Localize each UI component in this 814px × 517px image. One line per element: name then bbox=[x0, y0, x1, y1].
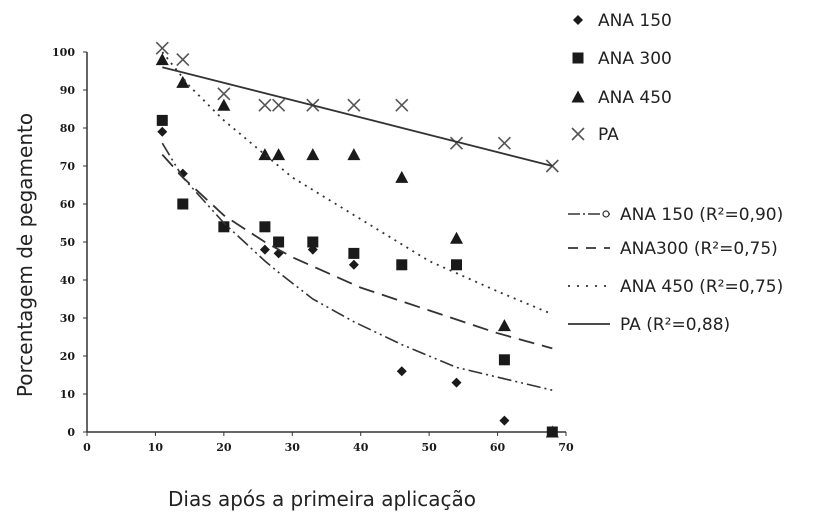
trendline bbox=[162, 66, 553, 167]
y-tick-label: 40 bbox=[60, 274, 76, 287]
series-ana-300 bbox=[156, 114, 558, 438]
data-point bbox=[176, 75, 190, 88]
legend-marker bbox=[573, 15, 583, 25]
data-point bbox=[155, 53, 169, 66]
data-point bbox=[272, 148, 286, 161]
data-point bbox=[451, 259, 463, 271]
data-point bbox=[498, 354, 510, 366]
legend-label: ANA 300 bbox=[598, 49, 672, 69]
data-point bbox=[307, 236, 319, 248]
data-point bbox=[395, 98, 409, 112]
trendline bbox=[161, 153, 553, 350]
data-point bbox=[273, 236, 285, 248]
data-point bbox=[449, 136, 464, 150]
data-point bbox=[217, 87, 231, 101]
data-point bbox=[499, 415, 510, 426]
legend-line-item: PA (R²=0,88) bbox=[568, 315, 730, 335]
y-tick-label: 60 bbox=[60, 198, 76, 211]
series-ana-450 bbox=[155, 53, 559, 438]
legend-label: ANA 150 bbox=[598, 11, 672, 31]
legend-line-label: ANA300 (R²=0,75) bbox=[620, 239, 778, 259]
legend-line-label: ANA 450 (R²=0,75) bbox=[620, 277, 783, 297]
data-point bbox=[545, 159, 559, 173]
x-axis-title: Dias após a primeira aplicação bbox=[168, 487, 476, 511]
legend-item: ANA 150 bbox=[573, 11, 672, 31]
data-point bbox=[258, 98, 272, 112]
data-point bbox=[347, 98, 361, 112]
data-point bbox=[177, 198, 189, 210]
legend-line-swatch-dot bbox=[602, 210, 610, 218]
trend-layer bbox=[161, 51, 553, 391]
y-tick-label: 10 bbox=[60, 388, 76, 401]
legend-line-label: PA (R²=0,88) bbox=[620, 315, 730, 335]
data-point bbox=[395, 170, 409, 183]
data-point bbox=[156, 114, 168, 126]
data-point bbox=[348, 247, 360, 259]
y-tick-label: 20 bbox=[60, 350, 76, 363]
data-point bbox=[497, 319, 511, 332]
y-tick-label: 100 bbox=[52, 46, 75, 59]
x-tick-label: 60 bbox=[490, 441, 506, 454]
data-point bbox=[545, 425, 559, 438]
x-tick-label: 0 bbox=[83, 441, 91, 454]
data-point bbox=[497, 136, 511, 150]
legend-line-item: ANA300 (R²=0,75) bbox=[568, 239, 778, 259]
x-tick-label: 50 bbox=[421, 441, 437, 454]
x-ticks: 0 10 20 30 40 50 60 70 bbox=[83, 432, 574, 454]
data-point bbox=[218, 221, 230, 233]
y-axis-title: Porcentagem de pegamento bbox=[13, 113, 37, 397]
legend-lines: ANA 150 (R²=0,90) ANA300 (R²=0,75) ANA 450… bbox=[568, 205, 783, 335]
y-tick-label: 70 bbox=[60, 160, 76, 173]
series-ana-150 bbox=[157, 126, 558, 437]
series-pa bbox=[155, 41, 559, 173]
data-point bbox=[306, 148, 320, 161]
data-point bbox=[217, 98, 231, 111]
data-point bbox=[450, 231, 464, 244]
data-point bbox=[347, 148, 361, 161]
trendline bbox=[161, 142, 553, 391]
data-point bbox=[348, 259, 359, 270]
y-tick-label: 30 bbox=[60, 312, 76, 325]
legend-label: PA bbox=[598, 125, 619, 145]
y-tick-label: 50 bbox=[60, 236, 76, 249]
legend-marker bbox=[571, 127, 585, 141]
y-tick-label: 80 bbox=[60, 122, 76, 135]
legend-label: ANA 450 bbox=[598, 88, 672, 108]
legend-item: ANA 450 bbox=[571, 88, 672, 108]
data-point bbox=[177, 168, 188, 179]
data-point bbox=[259, 244, 270, 255]
data-point bbox=[396, 366, 407, 377]
data-point bbox=[176, 53, 190, 67]
data-point bbox=[272, 98, 286, 112]
legend-item: PA bbox=[571, 125, 619, 145]
legend-line-label: ANA 150 (R²=0,90) bbox=[620, 205, 783, 225]
y-tick-label: 0 bbox=[67, 426, 75, 439]
legend-item: ANA 300 bbox=[572, 49, 672, 69]
series-layer bbox=[155, 41, 559, 438]
legend-marker bbox=[571, 90, 585, 103]
y-ticks: 0 10 20 30 40 50 60 70 80 90 100 bbox=[52, 46, 87, 439]
x-tick-label: 40 bbox=[353, 441, 369, 454]
data-point bbox=[155, 41, 169, 55]
legend-markers: ANA 150 ANA 300 ANA 450 PA bbox=[571, 11, 672, 145]
data-point bbox=[258, 148, 272, 161]
legend-marker bbox=[572, 52, 584, 64]
legend-line-item: ANA 450 (R²=0,75) bbox=[568, 277, 783, 297]
x-tick-label: 30 bbox=[285, 441, 301, 454]
data-point bbox=[396, 259, 408, 271]
x-tick-label: 10 bbox=[148, 441, 164, 454]
x-tick-label: 70 bbox=[558, 441, 574, 454]
x-tick-label: 20 bbox=[216, 441, 232, 454]
data-point bbox=[451, 377, 462, 388]
y-tick-label: 90 bbox=[60, 84, 76, 97]
legend-line-item: ANA 150 (R²=0,90) bbox=[568, 205, 783, 225]
data-point bbox=[259, 221, 271, 233]
data-point bbox=[157, 126, 168, 137]
